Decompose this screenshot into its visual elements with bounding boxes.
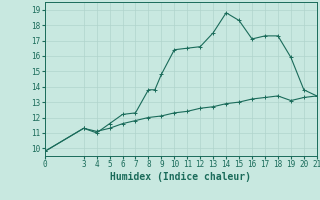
X-axis label: Humidex (Indice chaleur): Humidex (Indice chaleur) — [110, 172, 251, 182]
